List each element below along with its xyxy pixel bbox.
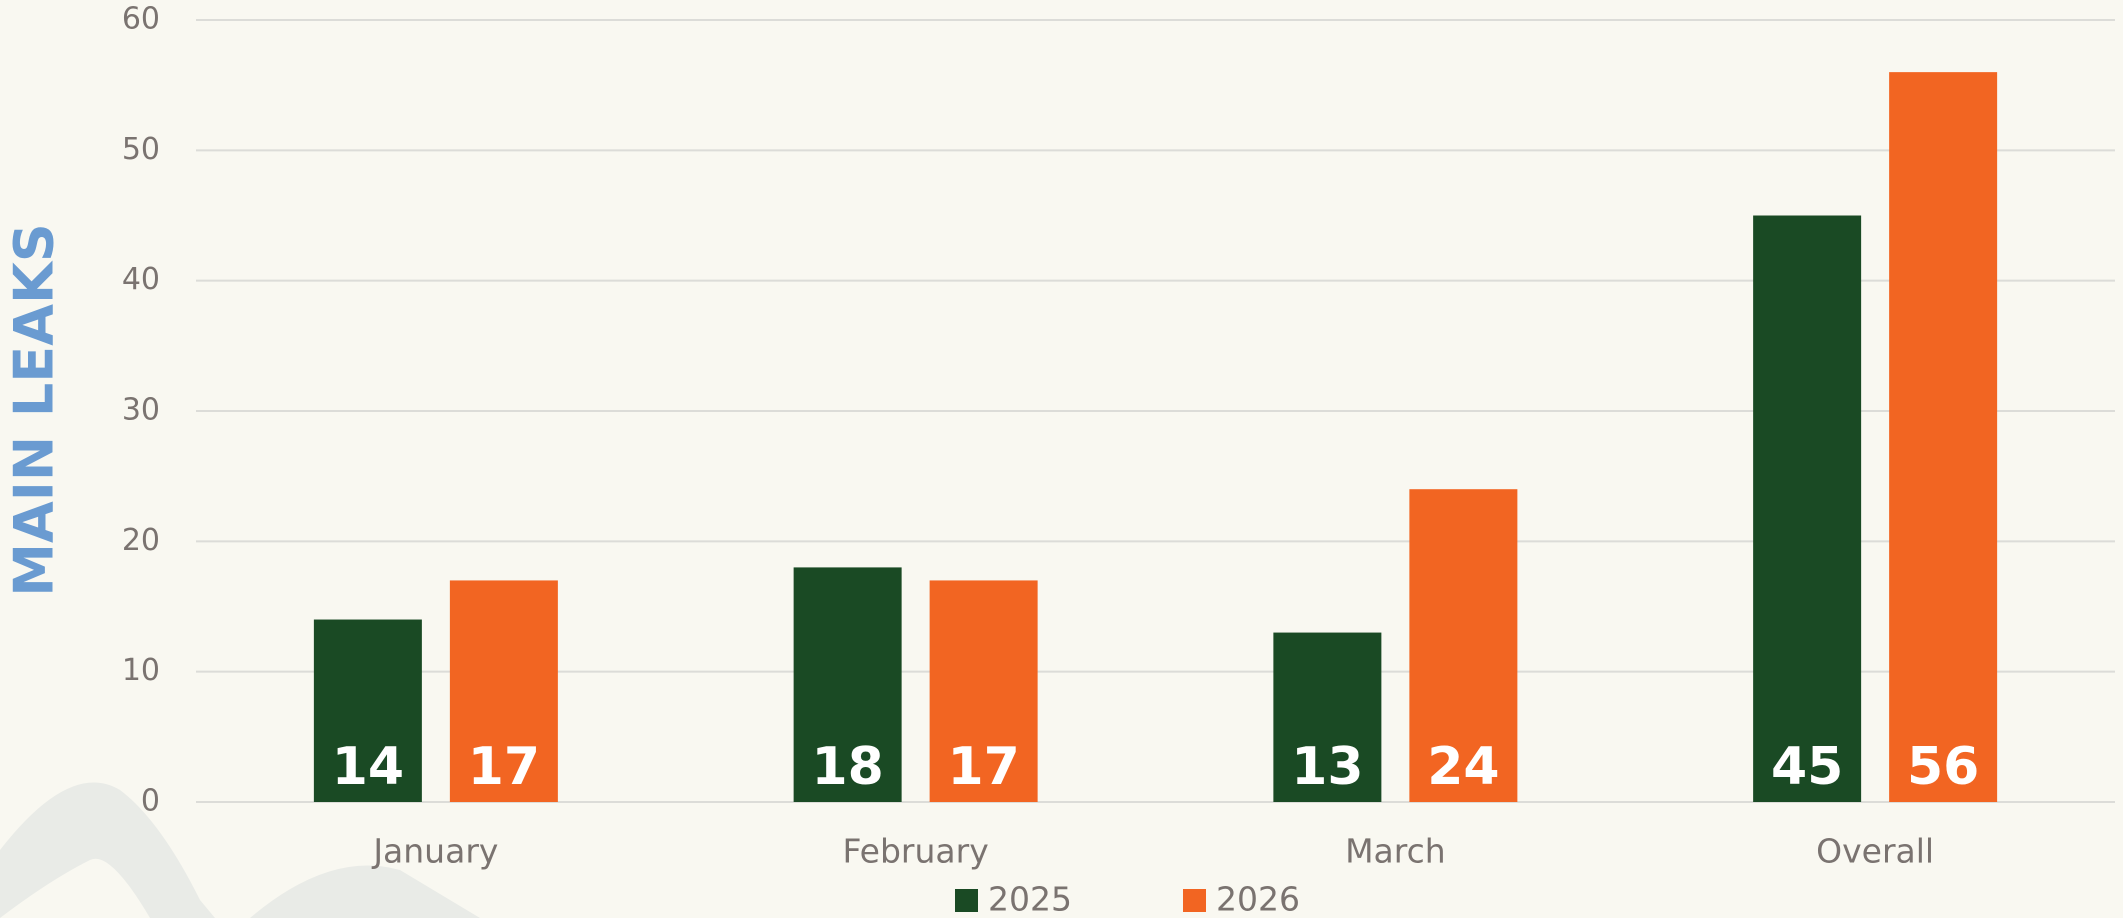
- bar: [793, 567, 902, 802]
- x-tick-label: February: [843, 832, 989, 871]
- y-axis-title: MAIN LEAKS: [3, 223, 66, 596]
- value-label: 24: [1427, 737, 1499, 797]
- bar: [1753, 215, 1862, 802]
- legend-swatch: [955, 889, 978, 912]
- value-label: 17: [947, 737, 1019, 797]
- legend-label: 2026: [1216, 880, 1300, 918]
- bar: [1273, 632, 1382, 802]
- bar: [449, 580, 558, 802]
- bar: [1409, 489, 1518, 802]
- legend-swatch: [1183, 889, 1206, 912]
- value-label: 45: [1771, 737, 1843, 797]
- bar: [313, 619, 422, 802]
- y-tick-label: 0: [141, 784, 160, 819]
- value-label: 14: [332, 737, 404, 797]
- y-tick-label: 50: [122, 132, 160, 167]
- x-tick-label: Overall: [1816, 832, 1934, 871]
- y-tick-label: 30: [122, 393, 160, 428]
- value-label: 56: [1907, 737, 1979, 797]
- value-label: 13: [1291, 737, 1363, 797]
- y-tick-label: 20: [122, 523, 160, 558]
- y-tick-label: 40: [122, 262, 160, 297]
- decor-shape: [0, 782, 215, 918]
- x-tick-label: March: [1345, 832, 1446, 871]
- y-tick-label: 10: [122, 653, 160, 688]
- bar: [1889, 72, 1998, 803]
- decor-shape: [250, 865, 480, 918]
- y-tick-label: 60: [122, 2, 160, 37]
- bar: [929, 580, 1038, 802]
- value-label: 18: [811, 737, 883, 797]
- legend-label: 2025: [988, 880, 1072, 918]
- value-label: 17: [468, 737, 540, 797]
- x-tick-label: January: [371, 832, 498, 871]
